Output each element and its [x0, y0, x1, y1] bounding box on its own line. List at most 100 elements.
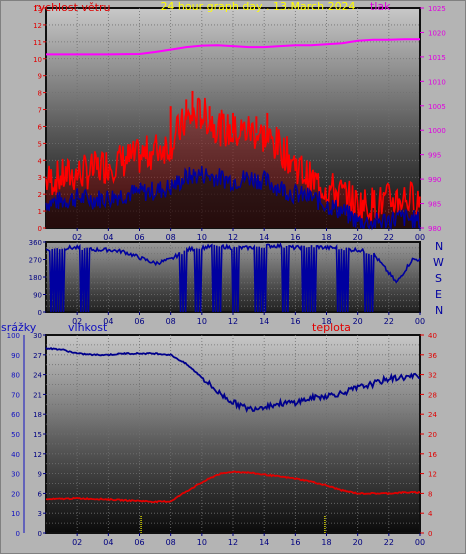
temperature-tick-label: 40	[428, 332, 437, 340]
rain-tick-label: 50	[11, 431, 20, 439]
pressure-tick-label: 1000	[428, 127, 446, 135]
humidity-tick-label: 30	[33, 332, 42, 340]
wind-tick-label: 7	[38, 107, 42, 115]
x-tick-label: 04	[103, 538, 113, 547]
x-tick-label: 14	[259, 317, 269, 326]
temperature-tick-label: 12	[428, 471, 437, 479]
x-tick-label: 02	[72, 233, 82, 242]
wind-tick-label: 9	[38, 73, 42, 81]
temperature-tick-label: 16	[428, 451, 437, 459]
rain-tick-label: 0	[16, 530, 20, 538]
wind-speed-label: rychlost větru	[34, 1, 110, 14]
pressure-tick-label: 995	[428, 152, 441, 160]
rain-tick-label: 10	[11, 510, 20, 518]
x-tick-label: 06	[134, 233, 144, 242]
pressure-label: tlak	[370, 0, 391, 13]
x-tick-label: 10	[197, 317, 207, 326]
x-tick-label: 00	[415, 538, 425, 547]
x-tick-label: 22	[384, 538, 394, 547]
x-tick-label: 02	[72, 538, 82, 547]
temperature-tick-label: 4	[428, 510, 433, 518]
pressure-tick-label: 990	[428, 176, 441, 184]
humidity-tick-label: 6	[38, 490, 43, 498]
x-tick-label: 12	[228, 317, 238, 326]
direction-tick-label: 360	[29, 239, 42, 247]
x-tick-label: 14	[259, 538, 269, 547]
temperature-tick-label: 20	[428, 431, 437, 439]
wind-axes: 0123456789101112139809859909951000100510…	[33, 5, 446, 242]
rain-tick-label: 60	[11, 411, 20, 419]
wind-tick-label: 3	[38, 174, 42, 182]
wind-tick-label: 4	[38, 157, 43, 165]
compass-e: E	[435, 288, 442, 301]
humidity-tick-label: 27	[33, 352, 42, 360]
humidity-series	[45, 346, 421, 533]
rain-tick-label: 40	[11, 451, 20, 459]
rain-tick-label: 30	[11, 471, 20, 479]
compass-n-top: N	[435, 240, 443, 253]
chart-title: 24 hour graph day . 13.March 2024	[160, 0, 355, 13]
rain-tick-label: 20	[11, 490, 20, 498]
rain-tick-label: 70	[11, 391, 20, 399]
temperature-tick-label: 36	[428, 352, 437, 360]
direction-line	[45, 242, 421, 313]
humidity-tick-label: 3	[38, 510, 42, 518]
wind-line	[45, 165, 421, 231]
humidity-tick-label: 21	[33, 391, 42, 399]
wind-area	[46, 166, 420, 228]
x-tick-label: 18	[321, 317, 331, 326]
x-tick-label: 20	[353, 538, 363, 547]
x-tick-label: 06	[134, 317, 144, 326]
humidity-tick-label: 24	[33, 372, 42, 380]
pressure-tick-label: 1025	[428, 5, 446, 13]
wind-tick-label: 10	[33, 56, 42, 64]
wind-tick-label: 12	[33, 22, 42, 30]
x-tick-label: 22	[384, 317, 394, 326]
humidity-line	[45, 346, 421, 413]
direction-axes: 0 90 180 270 360 02 04 06 08 10 12 14 16 18 20 22 00	[29, 239, 425, 326]
x-tick-label: 18	[321, 233, 331, 242]
x-tick-label: 02	[72, 317, 82, 326]
x-tick-label: 12	[228, 233, 238, 242]
humidity-tick-label: 9	[38, 471, 42, 479]
rain-tick-label: 90	[11, 352, 20, 360]
wind-tick-label: 1	[38, 208, 42, 216]
wind-tick-label: 2	[38, 191, 42, 199]
temperature-line	[45, 470, 421, 504]
temperature-tick-label: 28	[428, 391, 437, 399]
direction-tick-label: 180	[29, 274, 42, 282]
x-tick-label: 00	[415, 233, 425, 242]
x-tick-label: 04	[103, 233, 113, 242]
compass-n-bottom: N	[435, 304, 443, 317]
x-tick-label: 20	[353, 317, 363, 326]
rain-tick-label: 100	[7, 332, 20, 340]
x-tick-label: 00	[415, 317, 425, 326]
wind-tick-label: 13	[33, 5, 42, 13]
humidity-grid	[46, 335, 420, 533]
compass-s: S	[435, 272, 442, 285]
x-tick-label: 06	[134, 538, 144, 547]
wind-series	[45, 38, 421, 231]
x-tick-label: 22	[384, 233, 394, 242]
wind-tick-label: 8	[38, 90, 42, 98]
temperature-label: teplota	[312, 321, 351, 334]
direction-series	[45, 242, 421, 313]
pressure-tick-label: 985	[428, 201, 441, 209]
pressure-tick-label: 1015	[428, 54, 446, 62]
x-tick-label: 08	[166, 233, 176, 242]
pressure-tick-label: 1020	[428, 29, 446, 37]
direction-compass: N W S E N	[433, 240, 444, 317]
humidity-tick-label: 12	[33, 451, 42, 459]
wind-tick-label: 0	[38, 225, 42, 233]
humidity-label: vlhkost	[68, 321, 108, 334]
pressure-line	[46, 38, 420, 56]
x-tick-label: 12	[228, 538, 238, 547]
pressure-tick-label: 980	[428, 225, 441, 233]
wind-tick-label: 6	[38, 123, 43, 131]
gust-line	[45, 97, 421, 223]
x-tick-label: 10	[197, 233, 207, 242]
direction-tick-label: 270	[29, 257, 42, 265]
humidity-tick-label: 15	[33, 431, 42, 439]
x-tick-label: 18	[321, 538, 331, 547]
